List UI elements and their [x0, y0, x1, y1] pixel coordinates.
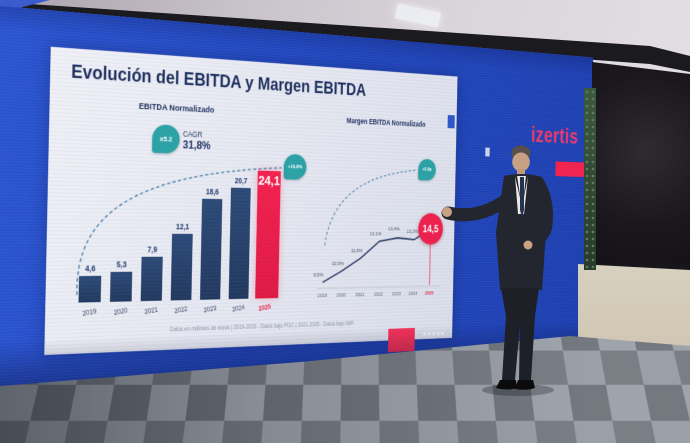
multiplier-badge: x5.2 — [152, 124, 180, 153]
ebitda-bar-chart: 4,6 2019 5,3 2020 7,9 2021 12,1 — [51, 297, 323, 303]
left-shoe — [496, 380, 517, 390]
right-shoe — [515, 380, 535, 390]
margin-line — [323, 234, 423, 282]
right-hand — [524, 241, 533, 250]
margin-point-label: 13,4% — [388, 226, 400, 232]
margin-point-label: 13,2% — [406, 229, 418, 235]
margin-point-label: 10,5% — [331, 261, 344, 267]
cagr-label: CAGR — [183, 129, 211, 139]
right-dashed-arc — [325, 167, 417, 245]
bar-rect — [200, 199, 222, 300]
slide-title: Evolución del EBITDA y Margen EBITDA — [71, 62, 366, 102]
bottom-red-rectangle — [388, 328, 415, 352]
bar-rect — [110, 272, 132, 302]
right-chart-title: Margen EBITDA Normalizado — [324, 115, 445, 130]
pointing-arm — [448, 200, 506, 215]
pointing-hand — [442, 207, 452, 217]
slide: Evolución del EBITDA y Margen EBITDA EBI… — [44, 47, 457, 355]
bar-rect — [141, 257, 163, 301]
bar-2019: 4,6 2019 — [78, 276, 101, 303]
margin-point-label: 9,5% — [313, 272, 324, 278]
margin-year: 2024 — [409, 291, 418, 296]
margin-year: 2023 — [392, 292, 401, 297]
bar-rect — [171, 234, 193, 301]
bar-2020: 5,3 2020 — [110, 272, 132, 302]
trousers — [501, 288, 539, 380]
margin-year: 2021 — [355, 293, 364, 298]
slide-accent-square — [448, 115, 455, 128]
dark-wall-panel — [592, 58, 690, 264]
bar-rect — [78, 276, 101, 303]
charts-overlay: 9,5% 10,5% 11,6% 13,1% 13,4% 13,2% 2019 … — [44, 47, 457, 355]
plant-strip — [584, 88, 596, 270]
bar-rect — [255, 171, 281, 299]
margin-year-highlight: 2025 — [425, 291, 434, 296]
ceiling-light — [395, 4, 441, 28]
bar-2022: 12,1 2022 — [171, 234, 193, 301]
bar-2021: 7,9 2021 — [141, 257, 163, 301]
margin-year: 2022 — [374, 292, 383, 297]
left-chart-title: EBITDA Normalizado — [103, 99, 247, 117]
margin-point-label: 13,1% — [370, 231, 382, 237]
balloon-string — [429, 245, 430, 285]
bar-rect — [229, 188, 251, 299]
bar-2025-highlight: 24,1 2025 — [255, 171, 281, 299]
bar-2024: 20,7 2024 — [229, 188, 251, 299]
presentation-room-photo: Evolución del EBITDA y Margen EBITDA EBI… — [0, 0, 690, 443]
margin-year: 2020 — [337, 293, 347, 298]
presenter-face — [512, 153, 530, 172]
margin-point-label: 11,6% — [351, 248, 363, 254]
beige-wall — [578, 256, 690, 352]
slide-footnote: Datos en millones de euros | 2019-2020 -… — [45, 318, 453, 338]
bar-2023: 18,6 2023 — [200, 199, 222, 300]
left-dashed-arc — [77, 162, 282, 295]
delta-badge: +2,9p — [418, 159, 436, 181]
presenter — [438, 140, 568, 398]
tie — [520, 177, 524, 218]
growth-badge: +16,8% — [284, 154, 307, 180]
cagr-block: CAGR 31,8% — [183, 129, 211, 152]
margin-year: 2019 — [317, 293, 327, 298]
cagr-value: 31,8% — [183, 138, 211, 152]
margin-axis — [317, 286, 440, 288]
